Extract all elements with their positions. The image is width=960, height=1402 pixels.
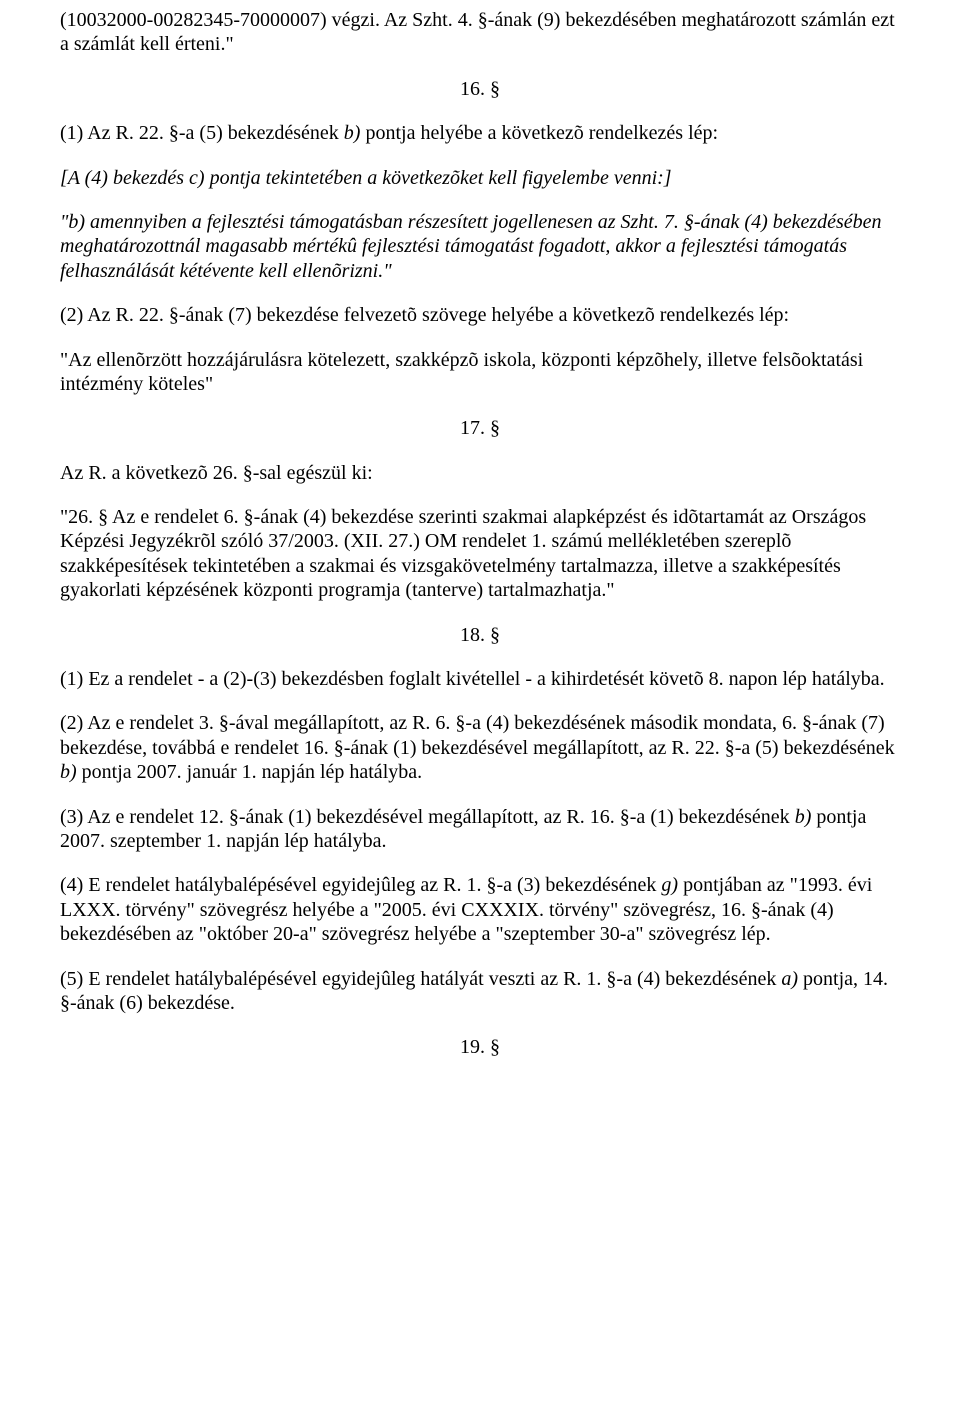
italic-b: b)	[344, 122, 361, 144]
text-run: (4) E rendelet hatálybalépésével egyidej…	[60, 874, 661, 896]
text-run: pontja helyébe a következõ rendelkezés l…	[360, 122, 718, 144]
paragraph-bracketed: [A (4) bekezdés c) pontja tekintetében a…	[60, 166, 900, 190]
paragraph-17-quote: "26. § Az e rendelet 6. §-ának (4) bekez…	[60, 505, 900, 603]
italic-a: a)	[781, 968, 798, 990]
paragraph-17-intro: Az R. a következõ 26. §-sal egészül ki:	[60, 461, 900, 485]
paragraph-18-4: (4) E rendelet hatálybalépésével egyidej…	[60, 873, 900, 946]
paragraph-16-1: (1) Az R. 22. §-a (5) bekezdésének b) po…	[60, 121, 900, 145]
paragraph-18-5: (5) E rendelet hatálybalépésével egyidej…	[60, 967, 900, 1016]
paragraph-18-2: (2) Az e rendelet 3. §-ával megállapítot…	[60, 711, 900, 784]
text-run: (1) Az R. 22. §-a (5) bekezdésének	[60, 122, 344, 144]
text-run: (2) Az e rendelet 3. §-ával megállapítot…	[60, 712, 895, 758]
paragraph-18-3: (3) Az e rendelet 12. §-ának (1) bekezdé…	[60, 805, 900, 854]
paragraph-16-2: (2) Az R. 22. §-ának (7) bekezdése felve…	[60, 303, 900, 327]
section-17-heading: 17. §	[60, 416, 900, 440]
paragraph-intro: (10032000-00282345-70000007) végzi. Az S…	[60, 8, 900, 57]
text-run: pontja 2007. január 1. napján lép hatály…	[77, 761, 422, 783]
section-18-heading: 18. §	[60, 623, 900, 647]
section-19-heading: 19. §	[60, 1035, 900, 1059]
italic-b: b)	[60, 761, 77, 783]
paragraph-quote-b: "b) amennyiben a fejlesztési támogatásba…	[60, 210, 900, 283]
paragraph-18-1: (1) Ez a rendelet - a (2)-(3) bekezdésbe…	[60, 667, 900, 691]
italic-b: b)	[795, 806, 812, 828]
italic-g: g)	[661, 874, 678, 896]
quote-text: "b) amennyiben a fejlesztési támogatásba…	[60, 211, 882, 282]
paragraph-quote-2: "Az ellenõrzött hozzájárulásra kötelezet…	[60, 348, 900, 397]
text-run: (3) Az e rendelet 12. §-ának (1) bekezdé…	[60, 806, 795, 828]
section-16-heading: 16. §	[60, 77, 900, 101]
text-run: (5) E rendelet hatálybalépésével egyidej…	[60, 968, 781, 990]
